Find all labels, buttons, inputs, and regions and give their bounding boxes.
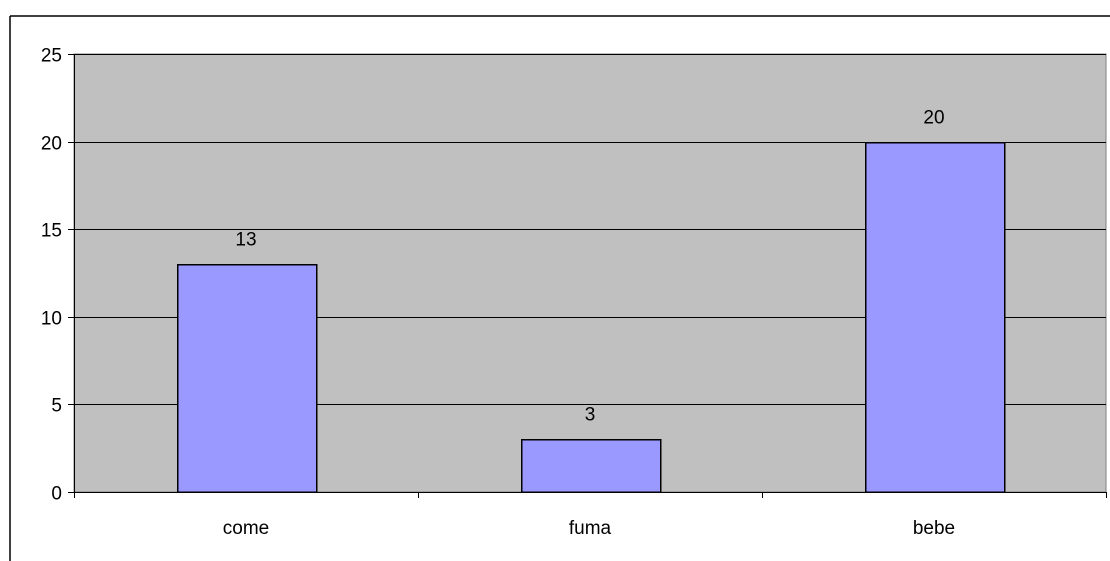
x-tick-label-come: come [223, 518, 269, 539]
data-label-come: 13 [235, 230, 256, 251]
bar-bebe [864, 141, 1006, 493]
y-tick-label-25: 25 [41, 46, 62, 67]
y-tick-label-20: 20 [41, 134, 62, 155]
y-tick-label-0: 0 [51, 484, 62, 505]
axes [68, 54, 1107, 498]
y-tick-label-15: 15 [41, 221, 62, 242]
y-axis-tick-labels: 0 5 10 15 20 25 [41, 46, 62, 505]
bar-come [176, 263, 318, 493]
x-tick-label-bebe: bebe [913, 518, 955, 539]
bars [176, 141, 1006, 493]
data-labels: 13 3 20 [235, 108, 944, 426]
data-label-fuma: 3 [585, 405, 596, 426]
x-tick-label-fuma: fuma [569, 518, 612, 539]
data-label-bebe: 20 [923, 108, 944, 129]
y-tick-label-5: 5 [51, 396, 62, 417]
bar-fuma [520, 438, 662, 493]
y-tick-label-10: 10 [41, 309, 62, 330]
x-axis-tick-labels: come fuma bebe [223, 518, 955, 539]
